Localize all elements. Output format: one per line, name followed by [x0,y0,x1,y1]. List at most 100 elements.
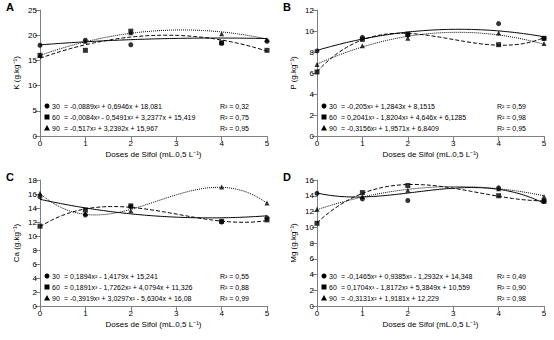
svg-text:6: 6 [310,69,315,78]
svg-text:10: 10 [28,232,37,241]
svg-text:D: D [283,171,291,183]
svg-text:4: 4 [310,270,315,279]
svg-text:30: 30 [329,273,337,280]
svg-text:18: 18 [28,176,37,185]
svg-text:6: 6 [310,254,315,263]
svg-text:5: 5 [542,139,547,148]
svg-text:90: 90 [52,125,60,132]
svg-text:Doses de Sifol (mL.0,5 L⁻¹): Doses de Sifol (mL.0,5 L⁻¹) [106,320,202,329]
svg-text:5: 5 [542,309,547,318]
svg-text:R² = 0,98: R² = 0,98 [497,114,526,121]
svg-text:C: C [6,171,14,183]
svg-text:= -0,517x² + 3,2392x + 15,967: = -0,517x² + 3,2392x + 15,967 [64,125,158,132]
svg-text:= -0,0889x² + 0,6946x + 18,081: = -0,0889x² + 0,6946x + 18,081 [64,103,162,110]
svg-text:1: 1 [360,309,365,318]
svg-text:0: 0 [315,309,320,318]
svg-text:2: 2 [310,286,315,295]
svg-text:= 0,2041x³ - 1,8204x² + 4,646x: = 0,2041x³ - 1,8204x² + 4,646x + 6,1285 [341,114,466,121]
svg-text:R² = 0,95: R² = 0,95 [220,125,249,132]
svg-text:12: 12 [305,6,314,15]
svg-text:1: 1 [83,139,88,148]
svg-text:1: 1 [360,139,365,148]
svg-text:20: 20 [28,31,37,40]
svg-text:60: 60 [329,114,337,121]
svg-text:R² = 0,55: R² = 0,55 [220,273,249,280]
svg-text:R² = 0,32: R² = 0,32 [220,103,249,110]
svg-text:K (g.kg⁻¹): K (g.kg⁻¹) [12,56,21,90]
svg-text:3: 3 [451,309,456,318]
svg-text:60: 60 [52,114,60,121]
svg-text:90: 90 [329,295,337,302]
svg-text:B: B [283,1,291,13]
svg-text:= 0,1894x² - 1,4179x + 15,241: = 0,1894x² - 1,4179x + 15,241 [64,273,158,280]
svg-text:12: 12 [305,207,314,216]
svg-text:6: 6 [33,260,38,269]
svg-text:2: 2 [406,309,411,318]
svg-text:5: 5 [33,106,38,115]
svg-text:16: 16 [28,190,37,199]
svg-text:= -0,0084x³ - 0,5491x² + 3,237: = -0,0084x³ - 0,5491x² + 3,2377x + 15,41… [64,114,195,121]
svg-text:1: 1 [83,309,88,318]
svg-text:= -0,3156x² + 1,9571x + 6,8409: = -0,3156x² + 1,9571x + 6,8409 [341,125,439,132]
svg-text:4: 4 [33,274,38,283]
svg-text:= 0,1704x³ - 1,8172x² + 5,3849: = 0,1704x³ - 1,8172x² + 5,3849x + 10,559 [341,284,470,291]
svg-text:R² = 0,88: R² = 0,88 [220,284,249,291]
svg-text:0: 0 [315,139,320,148]
svg-text:R² = 0,98: R² = 0,98 [497,295,526,302]
svg-text:R² = 0,99: R² = 0,99 [220,295,249,302]
svg-text:4: 4 [496,309,501,318]
svg-text:R² = 0,59: R² = 0,59 [497,103,526,110]
svg-text:A: A [6,1,14,13]
svg-text:3: 3 [174,309,179,318]
svg-text:= -0,205x² + 1,2843x + 8,1515: = -0,205x² + 1,2843x + 8,1515 [341,103,435,110]
svg-text:4: 4 [219,309,224,318]
svg-text:25: 25 [28,6,37,15]
svg-text:14: 14 [28,204,37,213]
svg-text:Doses de Sifol (mL.0,5 L⁻¹): Doses de Sifol (mL.0,5 L⁻¹) [383,150,479,159]
svg-text:2: 2 [33,288,38,297]
svg-text:90: 90 [329,125,337,132]
svg-text:12: 12 [28,218,37,227]
svg-text:8: 8 [33,246,38,255]
svg-text:3: 3 [174,139,179,148]
svg-text:10: 10 [305,223,314,232]
svg-text:4: 4 [310,90,315,99]
svg-text:8: 8 [310,239,315,248]
svg-text:R² = 0,90: R² = 0,90 [497,284,526,291]
svg-text:30: 30 [329,103,337,110]
svg-text:8: 8 [310,48,315,57]
svg-text:2: 2 [406,139,411,148]
svg-text:P (g.kg⁻¹): P (g.kg⁻¹) [289,56,298,90]
svg-text:= -0,1465x³ + 0,9385x² - 1,293: = -0,1465x³ + 0,9385x² - 1,2932x + 14,34… [341,273,472,280]
svg-text:R² = 0,95: R² = 0,95 [497,125,526,132]
svg-text:R² = 0,75: R² = 0,75 [220,114,249,121]
svg-text:0: 0 [38,309,43,318]
svg-text:= -0,3131x² + 1,9181x + 12,229: = -0,3131x² + 1,9181x + 12,229 [341,295,439,302]
svg-text:10: 10 [305,27,314,36]
svg-text:Doses de Sifol (mL.0,5 L⁻¹): Doses de Sifol (mL.0,5 L⁻¹) [383,320,479,329]
svg-text:90: 90 [52,295,60,302]
svg-text:Ca (g.kg⁻¹): Ca (g.kg⁻¹) [12,223,21,262]
svg-text:4: 4 [219,139,224,148]
svg-text:15: 15 [28,56,37,65]
svg-text:60: 60 [329,284,337,291]
svg-text:= -0,3919x³ + 3,0297x² - 5,630: = -0,3919x³ + 3,0297x² - 5,6304x + 16,08 [64,295,192,302]
svg-text:14: 14 [305,191,314,200]
svg-text:2: 2 [129,309,134,318]
svg-text:10: 10 [28,81,37,90]
svg-text:2: 2 [310,111,315,120]
svg-text:= 0,1891x³ - 1,7262x² + 4,0794: = 0,1891x³ - 1,7262x² + 4,0794x + 11,326 [64,284,193,291]
svg-text:0: 0 [38,139,43,148]
svg-text:Doses de Sifol (mL.0,5 L⁻¹): Doses de Sifol (mL.0,5 L⁻¹) [106,150,202,159]
svg-text:R² = 0,49: R² = 0,49 [497,273,526,280]
svg-text:30: 30 [52,273,60,280]
svg-text:Mg (g.kg⁻¹): Mg (g.kg⁻¹) [289,223,298,263]
svg-text:5: 5 [265,309,270,318]
svg-text:30: 30 [52,103,60,110]
svg-text:4: 4 [496,139,501,148]
svg-text:3: 3 [451,139,456,148]
svg-text:5: 5 [265,139,270,148]
svg-text:2: 2 [129,139,134,148]
svg-text:16: 16 [305,176,314,185]
svg-text:60: 60 [52,284,60,291]
